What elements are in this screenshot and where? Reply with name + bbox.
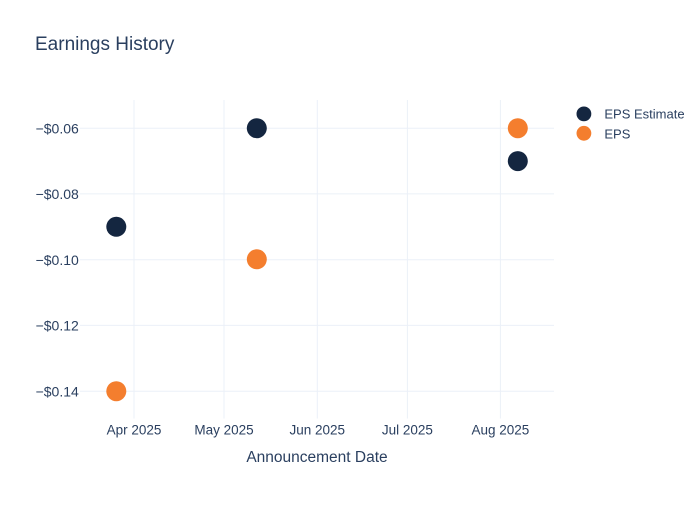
- svg-text:May 2025: May 2025: [194, 423, 253, 438]
- svg-text:Apr 2025: Apr 2025: [107, 423, 162, 438]
- svg-text:Announcement Date: Announcement Date: [246, 449, 387, 466]
- svg-text:−$0.10: −$0.10: [36, 252, 79, 268]
- svg-text:EPS Estimate: EPS Estimate: [604, 107, 684, 122]
- svg-text:Jun 2025: Jun 2025: [290, 423, 346, 438]
- svg-text:−$0.08: −$0.08: [36, 186, 79, 202]
- svg-text:−$0.12: −$0.12: [36, 318, 79, 334]
- svg-text:−$0.14: −$0.14: [36, 383, 79, 399]
- svg-text:Jul 2025: Jul 2025: [382, 423, 433, 438]
- svg-text:Earnings History: Earnings History: [35, 34, 175, 55]
- svg-text:−$0.06: −$0.06: [36, 120, 79, 136]
- svg-text:Aug 2025: Aug 2025: [471, 423, 529, 438]
- svg-text:EPS: EPS: [604, 126, 630, 141]
